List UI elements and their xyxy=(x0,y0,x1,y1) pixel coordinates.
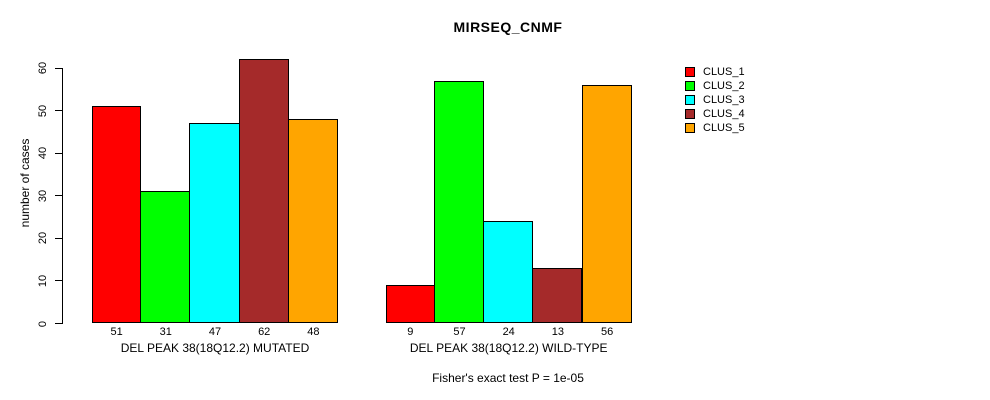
bar xyxy=(433,80,485,323)
bar-value-label: 48 xyxy=(307,326,320,338)
bar xyxy=(238,59,289,323)
legend-label: CLUS_4 xyxy=(703,108,745,120)
y-tick xyxy=(55,195,62,197)
legend-label: CLUS_1 xyxy=(703,66,745,78)
bar-value-label: 47 xyxy=(208,326,222,338)
bar-value-label: 56 xyxy=(600,326,614,338)
legend-swatch-icon xyxy=(685,67,695,77)
bar-value-label: 62 xyxy=(258,326,271,338)
bar-value-label: 31 xyxy=(159,326,172,338)
legend-label: CLUS_3 xyxy=(703,94,745,106)
y-tick-label: 60 xyxy=(37,62,49,75)
bar xyxy=(189,123,240,323)
legend-swatch-icon xyxy=(685,81,695,91)
bar-value-label: 9 xyxy=(407,326,414,338)
legend-item: CLUS_3 xyxy=(685,93,745,107)
y-tick xyxy=(55,280,62,282)
legend-label: CLUS_2 xyxy=(703,80,745,92)
legend-label: CLUS_5 xyxy=(703,122,745,134)
y-tick-label: 20 xyxy=(37,232,49,245)
bar xyxy=(287,118,338,323)
x-group-label: DEL PEAK 38(18Q12.2) MUTATED xyxy=(120,341,310,355)
y-tick xyxy=(55,237,62,239)
legend-swatch-icon xyxy=(685,123,695,133)
bar xyxy=(140,191,191,323)
y-tick xyxy=(55,110,62,112)
legend-item: CLUS_5 xyxy=(685,121,745,135)
legend-swatch-icon xyxy=(685,109,695,119)
y-tick-label: 10 xyxy=(37,274,49,288)
bar-value-label: 57 xyxy=(453,326,466,338)
bar xyxy=(581,84,632,323)
bar-value-label: 24 xyxy=(502,326,515,338)
bar xyxy=(385,284,435,323)
y-tick-label: 50 xyxy=(37,104,49,117)
caption-text: Fisher's exact test P = 1e-05 xyxy=(432,371,584,385)
bar xyxy=(92,106,142,323)
y-tick-label: 0 xyxy=(37,320,49,327)
legend-item: CLUS_2 xyxy=(685,79,745,93)
y-tick xyxy=(55,323,62,324)
bar xyxy=(483,220,534,323)
y-tick-label: 30 xyxy=(37,189,49,203)
legend-item: CLUS_1 xyxy=(685,65,745,79)
y-tick xyxy=(55,67,62,69)
y-axis xyxy=(62,68,63,324)
y-tick xyxy=(55,152,62,154)
bar-value-label: 51 xyxy=(110,326,123,338)
legend-item: CLUS_4 xyxy=(685,107,745,121)
legend-swatch-icon xyxy=(685,95,695,105)
y-tick-label: 40 xyxy=(37,147,49,160)
bar-value-label: 13 xyxy=(551,326,565,338)
x-group-label: DEL PEAK 38(18Q12.2) WILD-TYPE xyxy=(409,341,608,355)
bar xyxy=(532,267,583,323)
chart-title: MIRSEQ_CNMF xyxy=(453,19,563,35)
